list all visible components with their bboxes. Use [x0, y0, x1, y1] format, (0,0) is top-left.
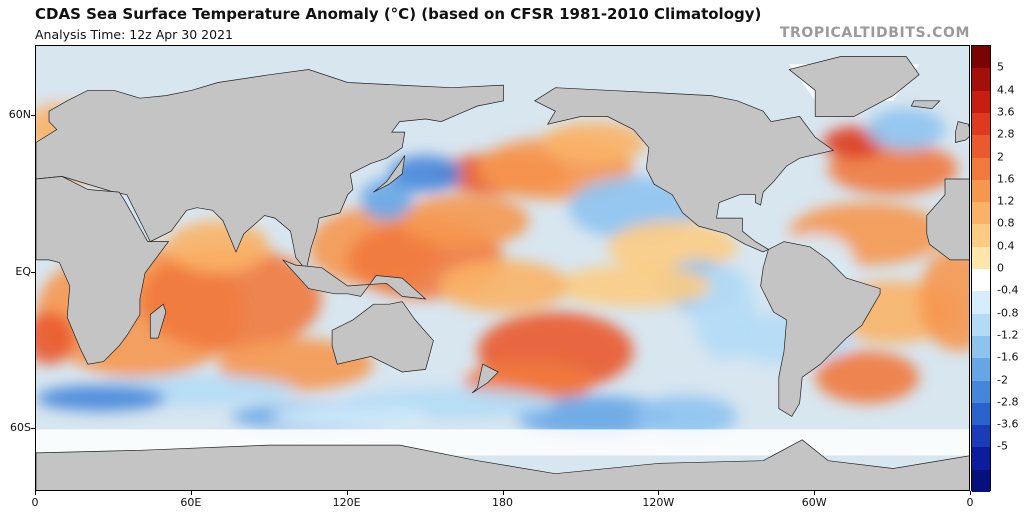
land-polygon — [36, 69, 504, 272]
land-polygon — [373, 155, 406, 193]
anomaly-region — [139, 246, 322, 352]
colorbar-swatch — [972, 246, 990, 270]
colorbar-swatch — [972, 291, 990, 315]
colorbar-label: 2.8 — [997, 127, 1015, 141]
lat-label: EQ — [15, 264, 31, 278]
land-polygon — [149, 303, 167, 339]
anomaly-region — [438, 259, 569, 313]
anomaly-region — [815, 351, 920, 404]
colorbar-swatch — [972, 135, 990, 158]
colorbar-swatch — [972, 46, 990, 69]
lat-label: 60N — [8, 108, 31, 122]
colorbar-label: 0.4 — [997, 239, 1015, 253]
map-title: CDAS Sea Surface Temperature Anomaly (°C… — [35, 5, 762, 23]
colorbar-label: 3.6 — [997, 105, 1015, 119]
colorbar-swatch — [972, 358, 990, 381]
lon-tick — [35, 491, 36, 495]
land-polygon — [955, 121, 969, 143]
land-polygon — [36, 176, 170, 365]
colorbar — [971, 45, 991, 493]
lon-tick — [814, 491, 816, 495]
lat-tick — [31, 115, 35, 117]
anomaly-region — [360, 179, 413, 221]
colorbar-swatch — [972, 447, 990, 471]
colorbar-label: -5 — [997, 439, 1008, 453]
anomaly-region — [389, 155, 462, 193]
colorbar-label: -1.2 — [997, 328, 1019, 342]
anomaly-region — [542, 121, 647, 164]
lat-label: 60S — [10, 421, 31, 435]
lon-label: 60E — [180, 496, 202, 509]
colorbar-swatch — [972, 157, 990, 181]
colorbar-label: -1.6 — [997, 350, 1019, 364]
anomaly-region — [555, 265, 712, 307]
land-masses — [36, 56, 969, 490]
colorbar-label: -2 — [997, 373, 1008, 386]
lon-tick — [190, 491, 192, 495]
colorbar-label: 1.2 — [997, 194, 1015, 208]
land-polygon — [331, 301, 434, 373]
map-canvas — [36, 56, 969, 490]
colorbar-swatch — [972, 112, 990, 136]
lat-tick — [31, 428, 35, 430]
land-polygon — [36, 439, 969, 490]
anomaly-region — [165, 220, 270, 273]
lon-tick — [502, 491, 504, 495]
lon-label: 120E — [332, 496, 361, 509]
colorbar-swatch — [972, 469, 990, 493]
colorbar-label: 2 — [997, 150, 1004, 163]
colorbar-swatch — [972, 202, 990, 225]
colorbar-swatch — [972, 90, 990, 114]
land-polygon — [533, 87, 835, 253]
land-polygon — [926, 178, 969, 261]
anomaly-region — [919, 246, 969, 352]
anomaly-region — [516, 395, 673, 438]
lon-tick — [970, 491, 971, 495]
lon-label: 0 — [31, 496, 39, 509]
land-polygon — [282, 259, 427, 300]
analysis-time: Analysis Time: 12z Apr 30 2021 — [35, 27, 233, 42]
colorbar-label: 0.8 — [997, 216, 1015, 230]
colorbar-label: 1.6 — [997, 172, 1015, 186]
site-brand[interactable]: TROPICALTIDBITS.COM — [779, 25, 970, 41]
lon-tick — [658, 491, 660, 495]
anomaly-region — [36, 385, 166, 412]
anomaly-region — [269, 405, 426, 427]
sst-anomaly-map[interactable] — [35, 45, 970, 491]
colorbar-swatch — [972, 380, 990, 404]
colorbar-label: -0.8 — [997, 306, 1019, 320]
lon-label: 180 — [492, 496, 513, 509]
anomaly-region — [607, 220, 738, 273]
colorbar-swatch — [972, 335, 990, 359]
colorbar-label: 0 — [997, 261, 1004, 275]
anomaly-region — [36, 312, 75, 365]
land-polygon — [788, 56, 920, 117]
land-polygon — [472, 363, 499, 394]
colorbar-label: -0.4 — [997, 283, 1019, 297]
lon-label: 120W — [642, 496, 675, 509]
lon-label: 0 — [966, 496, 974, 509]
colorbar-swatch — [972, 179, 990, 203]
lon-label: 60W — [801, 496, 827, 509]
colorbar-swatch — [972, 313, 990, 337]
land-polygon — [760, 241, 881, 417]
anomaly-region — [867, 108, 946, 151]
lon-tick — [346, 491, 348, 495]
colorbar-swatch — [972, 402, 990, 426]
colorbar-label: 4.4 — [997, 83, 1015, 97]
colorbar-label: -2.8 — [997, 395, 1019, 409]
colorbar-swatch — [972, 68, 990, 92]
colorbar-swatch — [972, 425, 990, 448]
anomaly-region — [633, 395, 738, 438]
land-polygon — [910, 100, 941, 109]
colorbar-swatch — [972, 269, 990, 292]
lat-tick — [31, 271, 35, 273]
colorbar-label: -3.6 — [997, 417, 1019, 431]
anomaly-region — [399, 194, 530, 247]
colorbar-swatch — [972, 224, 990, 248]
colorbar-label: 5 — [997, 60, 1004, 74]
